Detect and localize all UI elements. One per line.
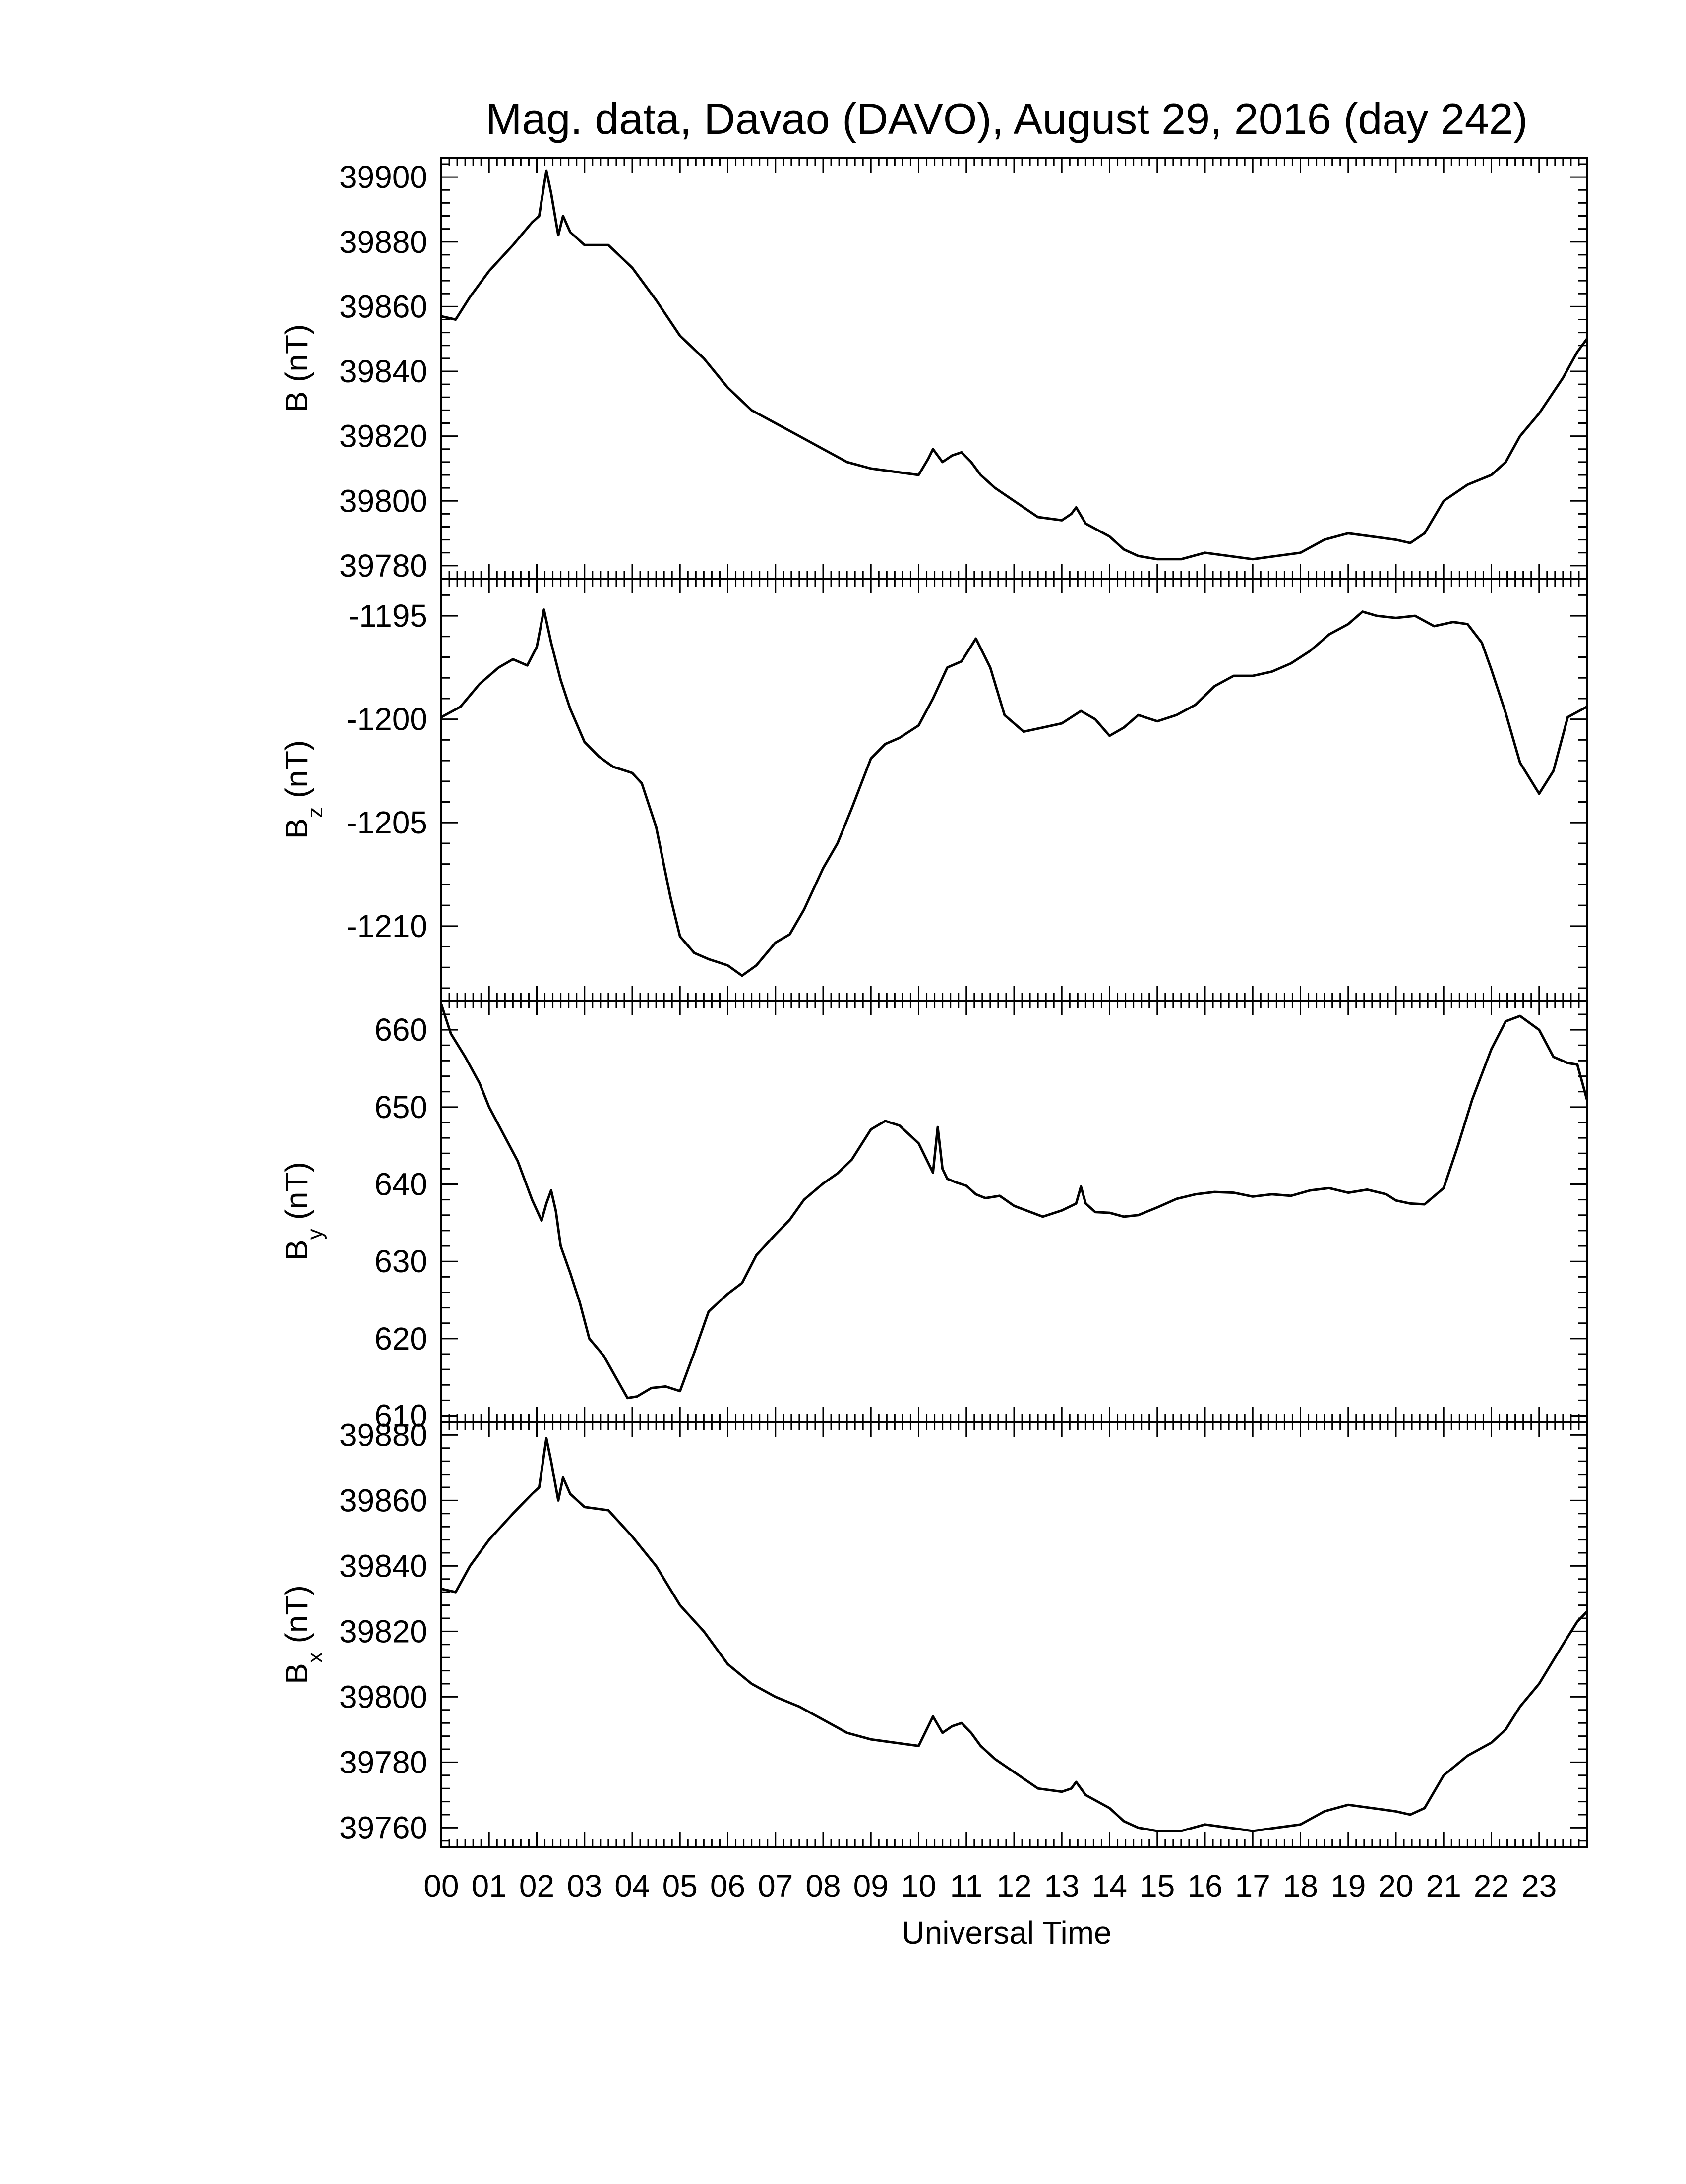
x-tick-label: 04 bbox=[614, 1868, 650, 1904]
panel-Bz: -1210 -1205 -1200 -1195 Bz (nT) bbox=[279, 578, 1588, 1002]
x-tick-label: 06 bbox=[710, 1868, 745, 1904]
x-tick-label: 15 bbox=[1140, 1868, 1175, 1904]
y-axis-title-Bx: Bx (nT) bbox=[279, 1585, 327, 1684]
y-tick-label-Bz: -1200 bbox=[346, 702, 427, 737]
y-tick-label-Bz: -1210 bbox=[346, 908, 427, 944]
y-tick-label-Bx: 39820 bbox=[339, 1613, 427, 1649]
y-tick-label-By: 640 bbox=[374, 1167, 427, 1202]
x-tick-label: 22 bbox=[1474, 1868, 1509, 1904]
x-tick-label: 19 bbox=[1330, 1868, 1366, 1904]
x-tick-label: 02 bbox=[519, 1868, 554, 1904]
y-tick-label-B: 39880 bbox=[339, 224, 427, 260]
x-tick-label: 12 bbox=[996, 1868, 1031, 1904]
y-tick-label-B: 39800 bbox=[339, 483, 427, 519]
x-tick-label: 23 bbox=[1521, 1868, 1557, 1904]
chart-title: Mag. data, Davao (DAVO), August 29, 2016… bbox=[485, 94, 1528, 143]
x-tick-label: 16 bbox=[1187, 1868, 1222, 1904]
y-tick-label-Bz: -1205 bbox=[346, 805, 427, 840]
x-axis-title: Universal Time bbox=[902, 1915, 1111, 1950]
x-tick-label: 21 bbox=[1426, 1868, 1461, 1904]
x-tick-label: 11 bbox=[950, 1868, 983, 1904]
x-tick-label: 20 bbox=[1378, 1868, 1413, 1904]
x-tick-label: 07 bbox=[758, 1868, 793, 1904]
x-tick-label: 03 bbox=[567, 1868, 602, 1904]
series-line-Bz bbox=[440, 608, 1588, 977]
y-tick-label-Bx: 39880 bbox=[339, 1417, 427, 1453]
y-tick-label-B: 39900 bbox=[339, 159, 427, 195]
x-tick-label: 13 bbox=[1044, 1868, 1080, 1904]
series-line-By bbox=[440, 1004, 1588, 1400]
y-tick-label-By: 630 bbox=[374, 1243, 427, 1279]
panel-Bx: 39760 39780 39800 39820 39840 39860 39880 Bx (n… bbox=[279, 1417, 1588, 1848]
x-tick-label: 17 bbox=[1235, 1868, 1270, 1904]
y-tick-label-B: 39840 bbox=[339, 354, 427, 389]
y-tick-label-By: 660 bbox=[374, 1012, 427, 1048]
series-line-B bbox=[441, 169, 1588, 561]
x-tick-label: 09 bbox=[853, 1868, 889, 1904]
x-tick-label: 18 bbox=[1283, 1868, 1318, 1904]
x-tick-label: 10 bbox=[901, 1868, 936, 1904]
y-tick-label-Bz: -1195 bbox=[349, 598, 427, 634]
x-tick-label: 14 bbox=[1092, 1868, 1127, 1904]
x-tick-label: 00 bbox=[423, 1868, 459, 1904]
y-tick-label-Bx: 39780 bbox=[339, 1744, 427, 1780]
y-tick-label-Bx: 39800 bbox=[339, 1679, 427, 1714]
x-tick-label: 08 bbox=[805, 1868, 841, 1904]
y-tick-label-By: 650 bbox=[374, 1089, 427, 1125]
x-tick-label: 01 bbox=[472, 1868, 507, 1904]
series-line-Bx bbox=[441, 1437, 1588, 1832]
y-axis-title-B: B (nT) bbox=[279, 324, 314, 413]
y-tick-label-Bx: 39860 bbox=[339, 1482, 427, 1518]
y-tick-label-B: 39780 bbox=[339, 548, 427, 584]
x-tick-label: 05 bbox=[662, 1868, 698, 1904]
y-tick-label-Bx: 39760 bbox=[339, 1810, 427, 1845]
y-tick-label-By: 610 bbox=[374, 1398, 427, 1434]
y-tick-label-By: 620 bbox=[374, 1321, 427, 1357]
y-tick-label-B: 39820 bbox=[339, 418, 427, 454]
y-tick-label-B: 39860 bbox=[339, 289, 427, 324]
y-axis-title-By: By (nT) bbox=[279, 1162, 327, 1261]
y-tick-label-Bx: 39840 bbox=[339, 1548, 427, 1584]
y-axis-title-Bz: Bz (nT) bbox=[279, 740, 327, 839]
panel-B: 39780 39800 39820 39840 39860 39880 39900 B (nT… bbox=[279, 157, 1588, 584]
